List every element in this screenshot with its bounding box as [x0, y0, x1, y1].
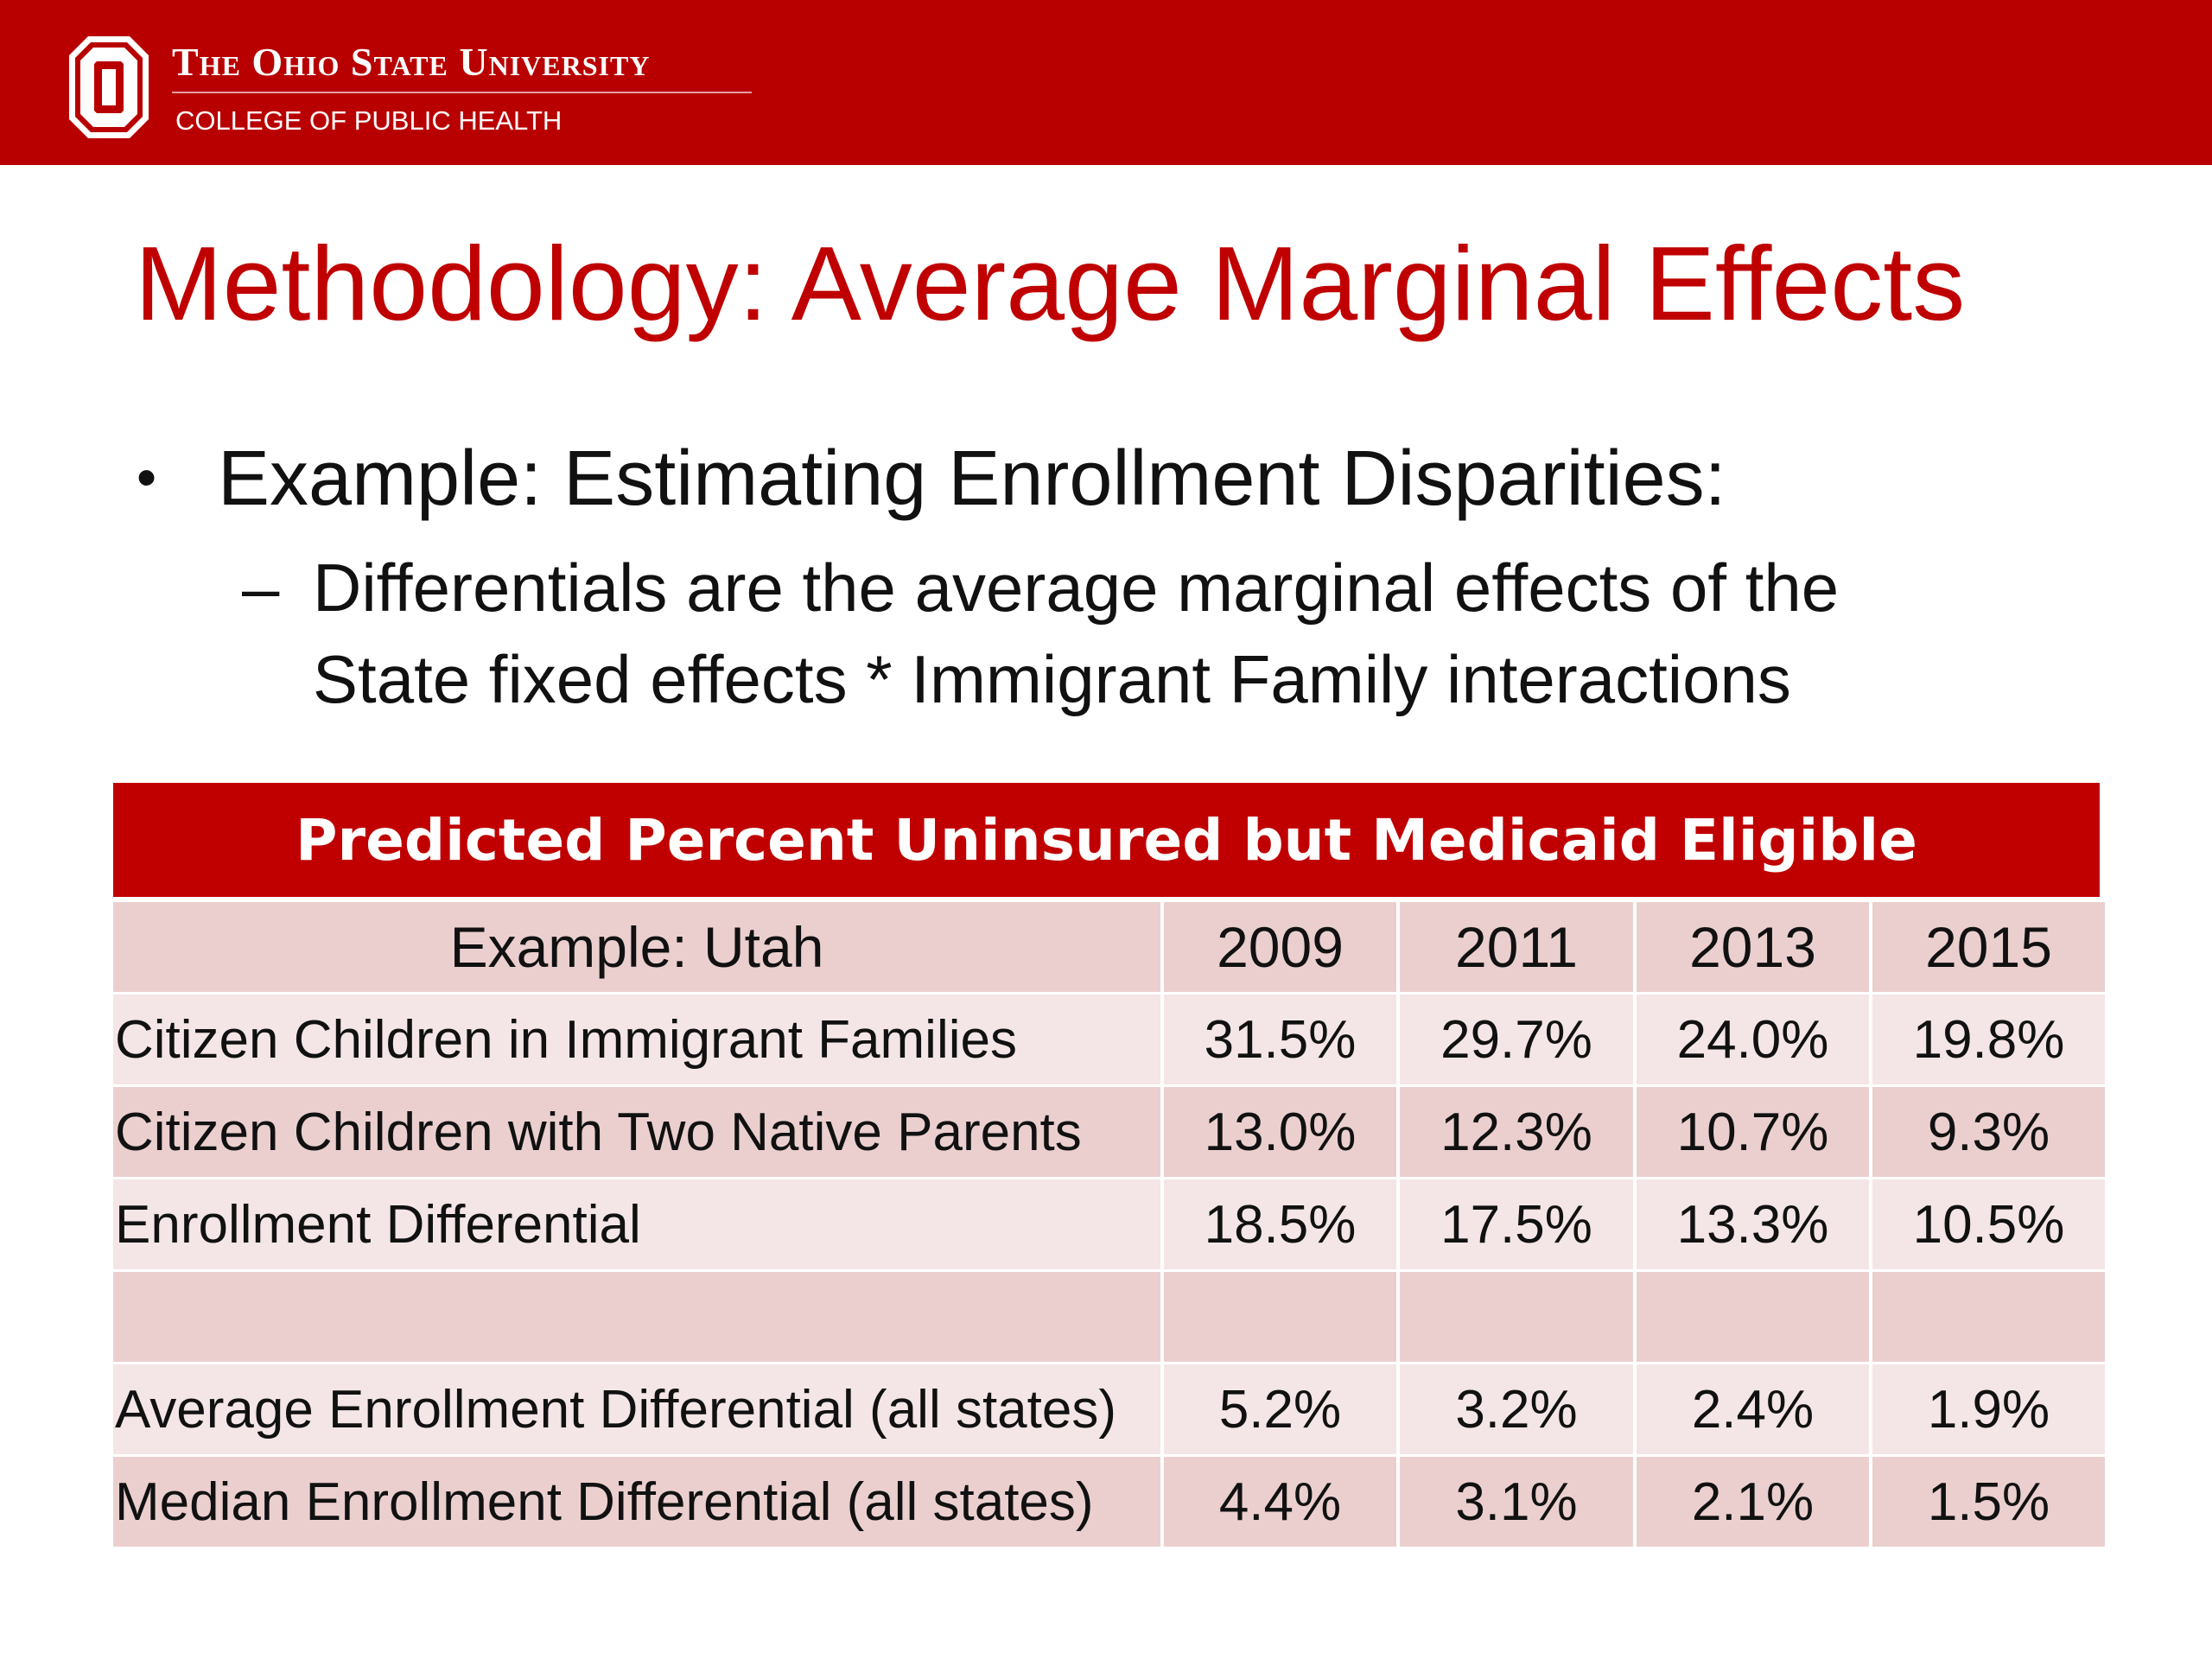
table-cell: 13.3%: [1637, 1179, 1869, 1272]
college-name: COLLEGE OF PUBLIC HEALTH: [175, 105, 563, 136]
table-cell: [1872, 1272, 2105, 1364]
table-title: Predicted Percent Uninsured but Medicaid…: [113, 783, 2100, 897]
slide-title: Methodology: Average Marginal Effects: [135, 225, 1966, 342]
table-header-year: 2011: [1400, 902, 1633, 995]
table-cell: 10.7%: [1637, 1087, 1869, 1179]
table-cell: 1.9%: [1872, 1364, 2105, 1457]
header-bar: The Ohio State University COLLEGE OF PUB…: [0, 0, 2212, 165]
table-header-year: 2013: [1637, 902, 1869, 995]
block-o-logo-icon: [69, 36, 149, 138]
bullet-marker: •: [137, 445, 157, 509]
table-row-label: Median Enrollment Differential (all stat…: [113, 1457, 1160, 1549]
table-cell: 18.5%: [1164, 1179, 1396, 1272]
table-row-label: Average Enrollment Differential (all sta…: [113, 1364, 1160, 1457]
table-cell: 10.5%: [1872, 1179, 2105, 1272]
table-cell: 3.2%: [1400, 1364, 1633, 1457]
table-cell: 3.1%: [1400, 1457, 1633, 1549]
table-cell: [1637, 1272, 1869, 1364]
table-cell: 5.2%: [1164, 1364, 1396, 1457]
table-row-label: Enrollment Differential: [113, 1179, 1160, 1272]
sub-bullet-marker: –: [242, 550, 280, 626]
table-cell: 17.5%: [1400, 1179, 1633, 1272]
table-cell: 2.4%: [1637, 1364, 1869, 1457]
table-cell: [1400, 1272, 1633, 1364]
table-row-label: Citizen Children with Two Native Parents: [113, 1087, 1160, 1179]
bullet-text: Example: Estimating Enrollment Dispariti…: [218, 435, 1726, 522]
table-header-label: Example: Utah: [113, 902, 1160, 995]
table-header-year: 2009: [1164, 902, 1396, 995]
table-row-label: [113, 1272, 1160, 1364]
table-header-year: 2015: [1872, 902, 2105, 995]
table-row-label: Citizen Children in Immigrant Families: [113, 995, 1160, 1087]
table-cell: 31.5%: [1164, 995, 1396, 1087]
table-cell: 29.7%: [1400, 995, 1633, 1087]
header-divider: [172, 92, 752, 93]
table-cell: 13.0%: [1164, 1087, 1396, 1179]
sub-bullet-line-1: Differentials are the average marginal e…: [313, 550, 1840, 626]
table-cell: 24.0%: [1637, 995, 1869, 1087]
table-cell: 19.8%: [1872, 995, 2105, 1087]
table-cell: 2.1%: [1637, 1457, 1869, 1549]
table-grid: Example: Utah 2009 2011 2013 2015 Citize…: [113, 902, 2105, 1549]
university-name: The Ohio State University: [172, 40, 651, 84]
sub-bullet-line-2: State fixed effects * Immigrant Family i…: [313, 641, 1791, 717]
results-table: Predicted Percent Uninsured but Medicaid…: [113, 783, 2105, 1549]
table-cell: 1.5%: [1872, 1457, 2105, 1549]
table-cell: 4.4%: [1164, 1457, 1396, 1549]
table-cell: [1164, 1272, 1396, 1364]
table-cell: 12.3%: [1400, 1087, 1633, 1179]
table-cell: 9.3%: [1872, 1087, 2105, 1179]
